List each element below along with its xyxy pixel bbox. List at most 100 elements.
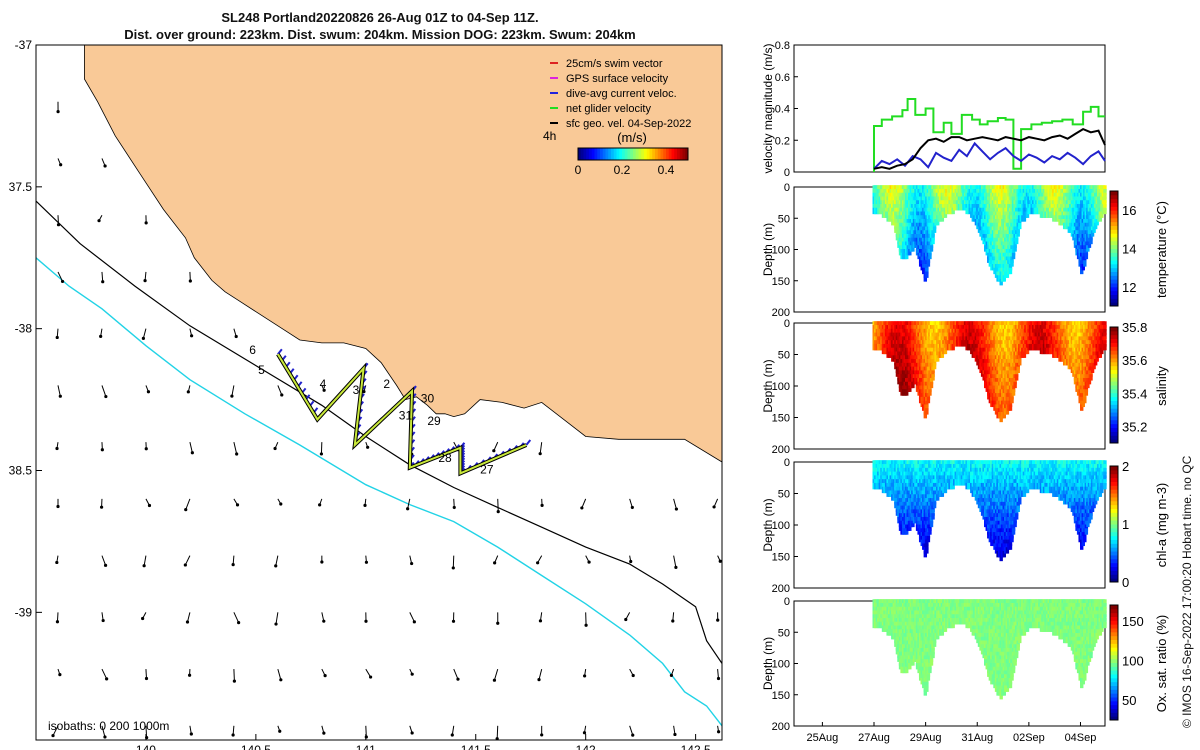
day-label: 30 (421, 391, 435, 405)
cbar-cell (1110, 357, 1118, 363)
sfc-vel-arrowhead (538, 452, 542, 456)
profile-cell (1093, 359, 1098, 366)
sfc-vel-arrowhead (366, 445, 370, 449)
profile-cell (928, 385, 932, 392)
cbar-cell (1110, 435, 1118, 440)
sfc-vel-arrowhead (274, 564, 278, 568)
sfc-vel-arrowhead (101, 618, 105, 623)
sfc-vel-arrowhead (185, 620, 190, 624)
sfc-vel-arrow (493, 668, 499, 681)
cbar-cell (1110, 377, 1118, 382)
sfc-vel-arrow (233, 612, 240, 623)
profile-cell (999, 415, 1003, 423)
profile-cell (1103, 343, 1107, 351)
sfc-vel-arrowhead (630, 505, 634, 510)
cbar-cell (1110, 237, 1118, 242)
day-label: 5 (258, 363, 265, 377)
profile-cell (923, 275, 928, 282)
profile-cell (928, 249, 932, 256)
sfc-vel-arrow (57, 385, 61, 397)
profile-cell (943, 211, 948, 218)
cbar-tick-label: 16 (1122, 203, 1136, 218)
depth-tick-label: 50 (778, 213, 790, 225)
cbar-cell (1110, 263, 1118, 269)
colorbar-cell (646, 148, 650, 160)
sfc-vel-arrowhead (412, 620, 416, 624)
sfc-vel-arrowhead (537, 678, 541, 682)
legend-label: sfc geo. vel. 04-Sep-2022 (566, 118, 691, 130)
sfc-vel-arrowhead (716, 730, 721, 734)
sfc-vel-arrowhead (669, 673, 674, 677)
sfc-vel-arrowhead (55, 335, 59, 340)
profile-cell (1100, 211, 1104, 218)
colorbar-cell (619, 148, 623, 160)
sfc-vel-arrowhead (718, 559, 722, 563)
sfc-vel-arrowhead (190, 334, 194, 338)
sfc-vel-arrowhead (103, 164, 107, 168)
sfc-vel-arrow (143, 555, 147, 566)
profile-cell (1103, 325, 1107, 332)
colorbar-cell (578, 148, 582, 160)
profile-cell (1098, 215, 1102, 222)
colorbar-cell (660, 148, 664, 160)
profile-cell (925, 271, 929, 278)
profile-cell (1018, 219, 1022, 226)
cbar-tick-label: 35.2 (1122, 419, 1147, 434)
profile-cell (931, 370, 935, 377)
sfc-vel-arrowhead (451, 566, 455, 570)
profile-cell (1103, 196, 1107, 203)
sfc-vel-arrow (231, 385, 235, 397)
colorbar-cell (589, 148, 593, 160)
sfc-vel-arrowhead (55, 560, 59, 565)
day-label: 6 (249, 343, 256, 357)
profile-cell (1008, 400, 1013, 408)
sfc-vel-arrowhead (235, 452, 239, 456)
sfc-vel-arrowhead (58, 394, 62, 398)
profile-cell (929, 520, 934, 528)
profile-cell (951, 343, 955, 351)
profile-cell (1084, 249, 1089, 256)
profile-cell (1002, 411, 1006, 419)
cbar-cell (1110, 346, 1118, 351)
depth-tick-label: 0 (784, 318, 790, 330)
colorbar-cell (630, 148, 634, 160)
colorbar-cell (682, 148, 686, 160)
colorbar-cell (580, 148, 584, 160)
cbar-cell (1110, 225, 1118, 230)
profile-cell (1016, 230, 1020, 237)
cbar-cell (1110, 267, 1118, 272)
colorbar-cell (586, 148, 590, 160)
sfc-vel-arrowhead (362, 390, 366, 394)
profile-cell (1103, 192, 1107, 200)
day-label: 27 (480, 462, 494, 476)
sfc-vel-arrowhead (410, 731, 414, 735)
profile-cell (1008, 267, 1013, 275)
cbar-cell (1110, 198, 1118, 203)
cbar-label: salinity (1154, 366, 1169, 406)
cbar-cell (1110, 286, 1118, 292)
colorbar-cell (679, 148, 683, 160)
sfc-vel-arrowhead (278, 729, 282, 733)
sfc-vel-arrowhead (583, 674, 587, 678)
x-tick-label: 142 (576, 743, 596, 750)
sfc-vel-arrow (142, 328, 147, 339)
profile-cell (951, 207, 955, 215)
profile-cell (926, 260, 931, 267)
profile-cell (1081, 400, 1085, 408)
sfc-vel-arrowhead (279, 678, 283, 682)
colorbar-cell (602, 148, 606, 160)
sfc-vel-arrow (233, 669, 235, 682)
cbar-tick-label: 14 (1122, 242, 1136, 257)
profile-cell (1080, 267, 1084, 275)
sfc-vel-arrowhead (186, 390, 190, 394)
cbar-cell (1110, 302, 1118, 307)
cbar-cell (1110, 334, 1118, 340)
sfc-vel-arrowhead (280, 393, 284, 397)
sfc-vel-arrowhead (58, 672, 62, 677)
profile-cell (943, 347, 948, 355)
cbar-tick-label: 12 (1122, 280, 1136, 295)
depth-tick-label: 100 (772, 245, 790, 257)
cbar-cell (1110, 194, 1118, 200)
profile-cell (1083, 256, 1087, 263)
sfc-vel-arrowhead (629, 559, 633, 564)
